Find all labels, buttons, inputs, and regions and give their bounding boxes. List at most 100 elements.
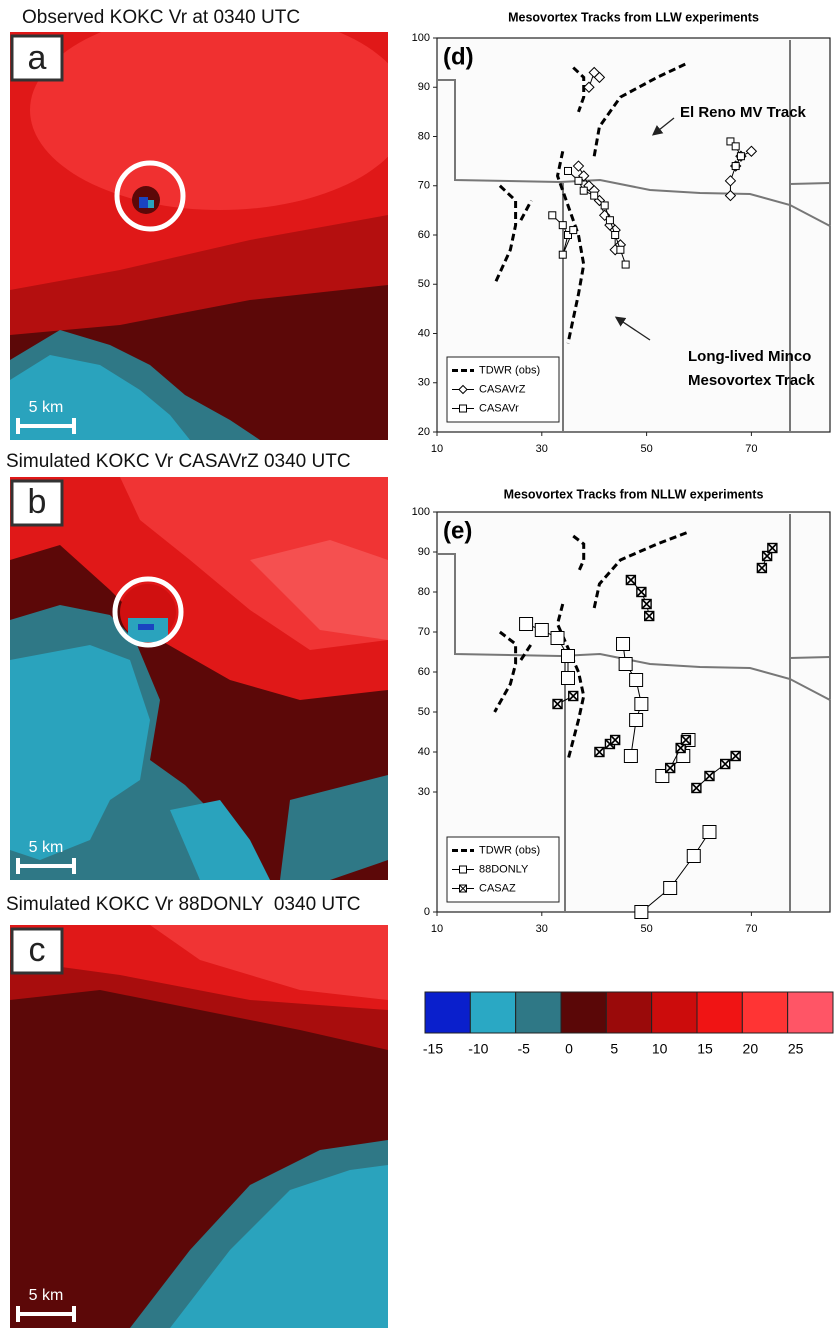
marker [616, 245, 625, 254]
scale-label: 5 km [29, 1287, 64, 1304]
marker [621, 260, 630, 269]
track-line [493, 184, 518, 285]
color-box [515, 991, 562, 1034]
color-box [651, 991, 698, 1034]
colorbar-label: 15 [697, 1041, 713, 1057]
scale-label: 5 km [29, 399, 64, 416]
marker-cross [676, 743, 686, 753]
y-tick-label: 20 [418, 426, 430, 438]
marker [611, 231, 620, 239]
marker [561, 671, 575, 685]
panel-label-box [10, 927, 64, 975]
marker [634, 905, 649, 919]
y-tick-label: 70 [418, 180, 430, 192]
marker-cross [704, 771, 715, 781]
marker-cross [610, 735, 620, 745]
track-line [519, 643, 533, 661]
marker [702, 825, 717, 839]
panel-label: (e) [443, 517, 472, 544]
marker-cross [691, 783, 701, 793]
marker [745, 145, 758, 157]
marker-cross [636, 587, 646, 597]
marker [519, 617, 534, 631]
x-tick-label: 10 [431, 923, 443, 935]
track-connector [641, 831, 710, 913]
panel-label: a [28, 39, 47, 77]
marker [569, 226, 578, 235]
panel-label: b [28, 483, 47, 521]
scale-label: 5 km [29, 839, 64, 856]
marker [686, 849, 701, 863]
radar-title: Simulated KOKC Vr CASAVrZ 0340 UTC [6, 451, 351, 472]
track-line [592, 530, 690, 609]
marker [731, 162, 740, 171]
panel-label-box [10, 34, 64, 82]
x-tick-label: 50 [640, 443, 652, 455]
x-tick-label: 30 [536, 923, 548, 935]
marker [726, 137, 735, 146]
color-box [605, 991, 653, 1034]
legend-label: CASAZ [479, 882, 516, 894]
track-line [572, 534, 586, 573]
marker [731, 142, 740, 151]
y-tick-label: 30 [418, 377, 430, 389]
y-tick-label: 100 [412, 32, 430, 44]
legend-label: TDWR (obs) [479, 844, 540, 856]
scale-bar [16, 418, 76, 434]
track-line [592, 61, 690, 157]
x-tick-label: 50 [640, 923, 652, 935]
y-tick-label: 40 [418, 327, 430, 339]
marker [663, 881, 678, 895]
colorbar-label: -5 [517, 1041, 530, 1057]
color-box [787, 991, 834, 1034]
y-tick-label: 60 [418, 229, 430, 241]
legend-marker [459, 885, 467, 892]
marker-cross [762, 551, 772, 561]
colorbar-label: 25 [788, 1041, 804, 1057]
marker [572, 160, 585, 172]
x-tick-label: 70 [745, 923, 757, 935]
marker-cross [552, 699, 563, 709]
marker [623, 749, 638, 763]
x-tick-label: 70 [745, 443, 757, 455]
marker [550, 631, 565, 645]
marker [605, 216, 614, 225]
marker [548, 211, 557, 220]
track-line [519, 199, 533, 221]
marker [736, 152, 745, 161]
colorbar-label: 20 [743, 1041, 759, 1057]
x-tick-label: 30 [536, 443, 548, 455]
marker-cross [731, 751, 741, 761]
marker [534, 623, 549, 637]
track-connector [630, 579, 650, 617]
legend-label: CASAVr [479, 402, 519, 414]
marker-cross [594, 747, 605, 757]
marker [629, 713, 644, 727]
track-line [555, 603, 586, 761]
colorbar-label: 10 [652, 1041, 668, 1057]
y-tick-label: 80 [418, 586, 430, 598]
colorbar-label: -10 [468, 1041, 488, 1057]
colorbar-label: 5 [610, 1041, 618, 1057]
annotation-arrows [614, 117, 675, 341]
marker [558, 221, 567, 230]
marker-cross [626, 575, 636, 585]
colorbar-label: -15 [423, 1041, 443, 1057]
marker [724, 189, 737, 202]
radar-title: Observed KOKC Vr at 0340 UTC [22, 7, 300, 28]
y-tick-label: 90 [418, 81, 430, 93]
scale-bar [16, 858, 76, 874]
marker [629, 673, 644, 687]
panel-label-box [10, 479, 64, 527]
chart-title: Mesovortex Tracks from LLW experiments [508, 10, 759, 24]
legend-label: TDWR (obs) [479, 364, 540, 376]
y-tick-label: 40 [418, 746, 430, 758]
legend-marker [458, 384, 468, 395]
color-box [424, 991, 471, 1034]
track-line [493, 630, 518, 713]
y-tick-label: 100 [412, 506, 430, 518]
y-tick-label: 60 [418, 666, 430, 678]
color-box [741, 991, 789, 1034]
